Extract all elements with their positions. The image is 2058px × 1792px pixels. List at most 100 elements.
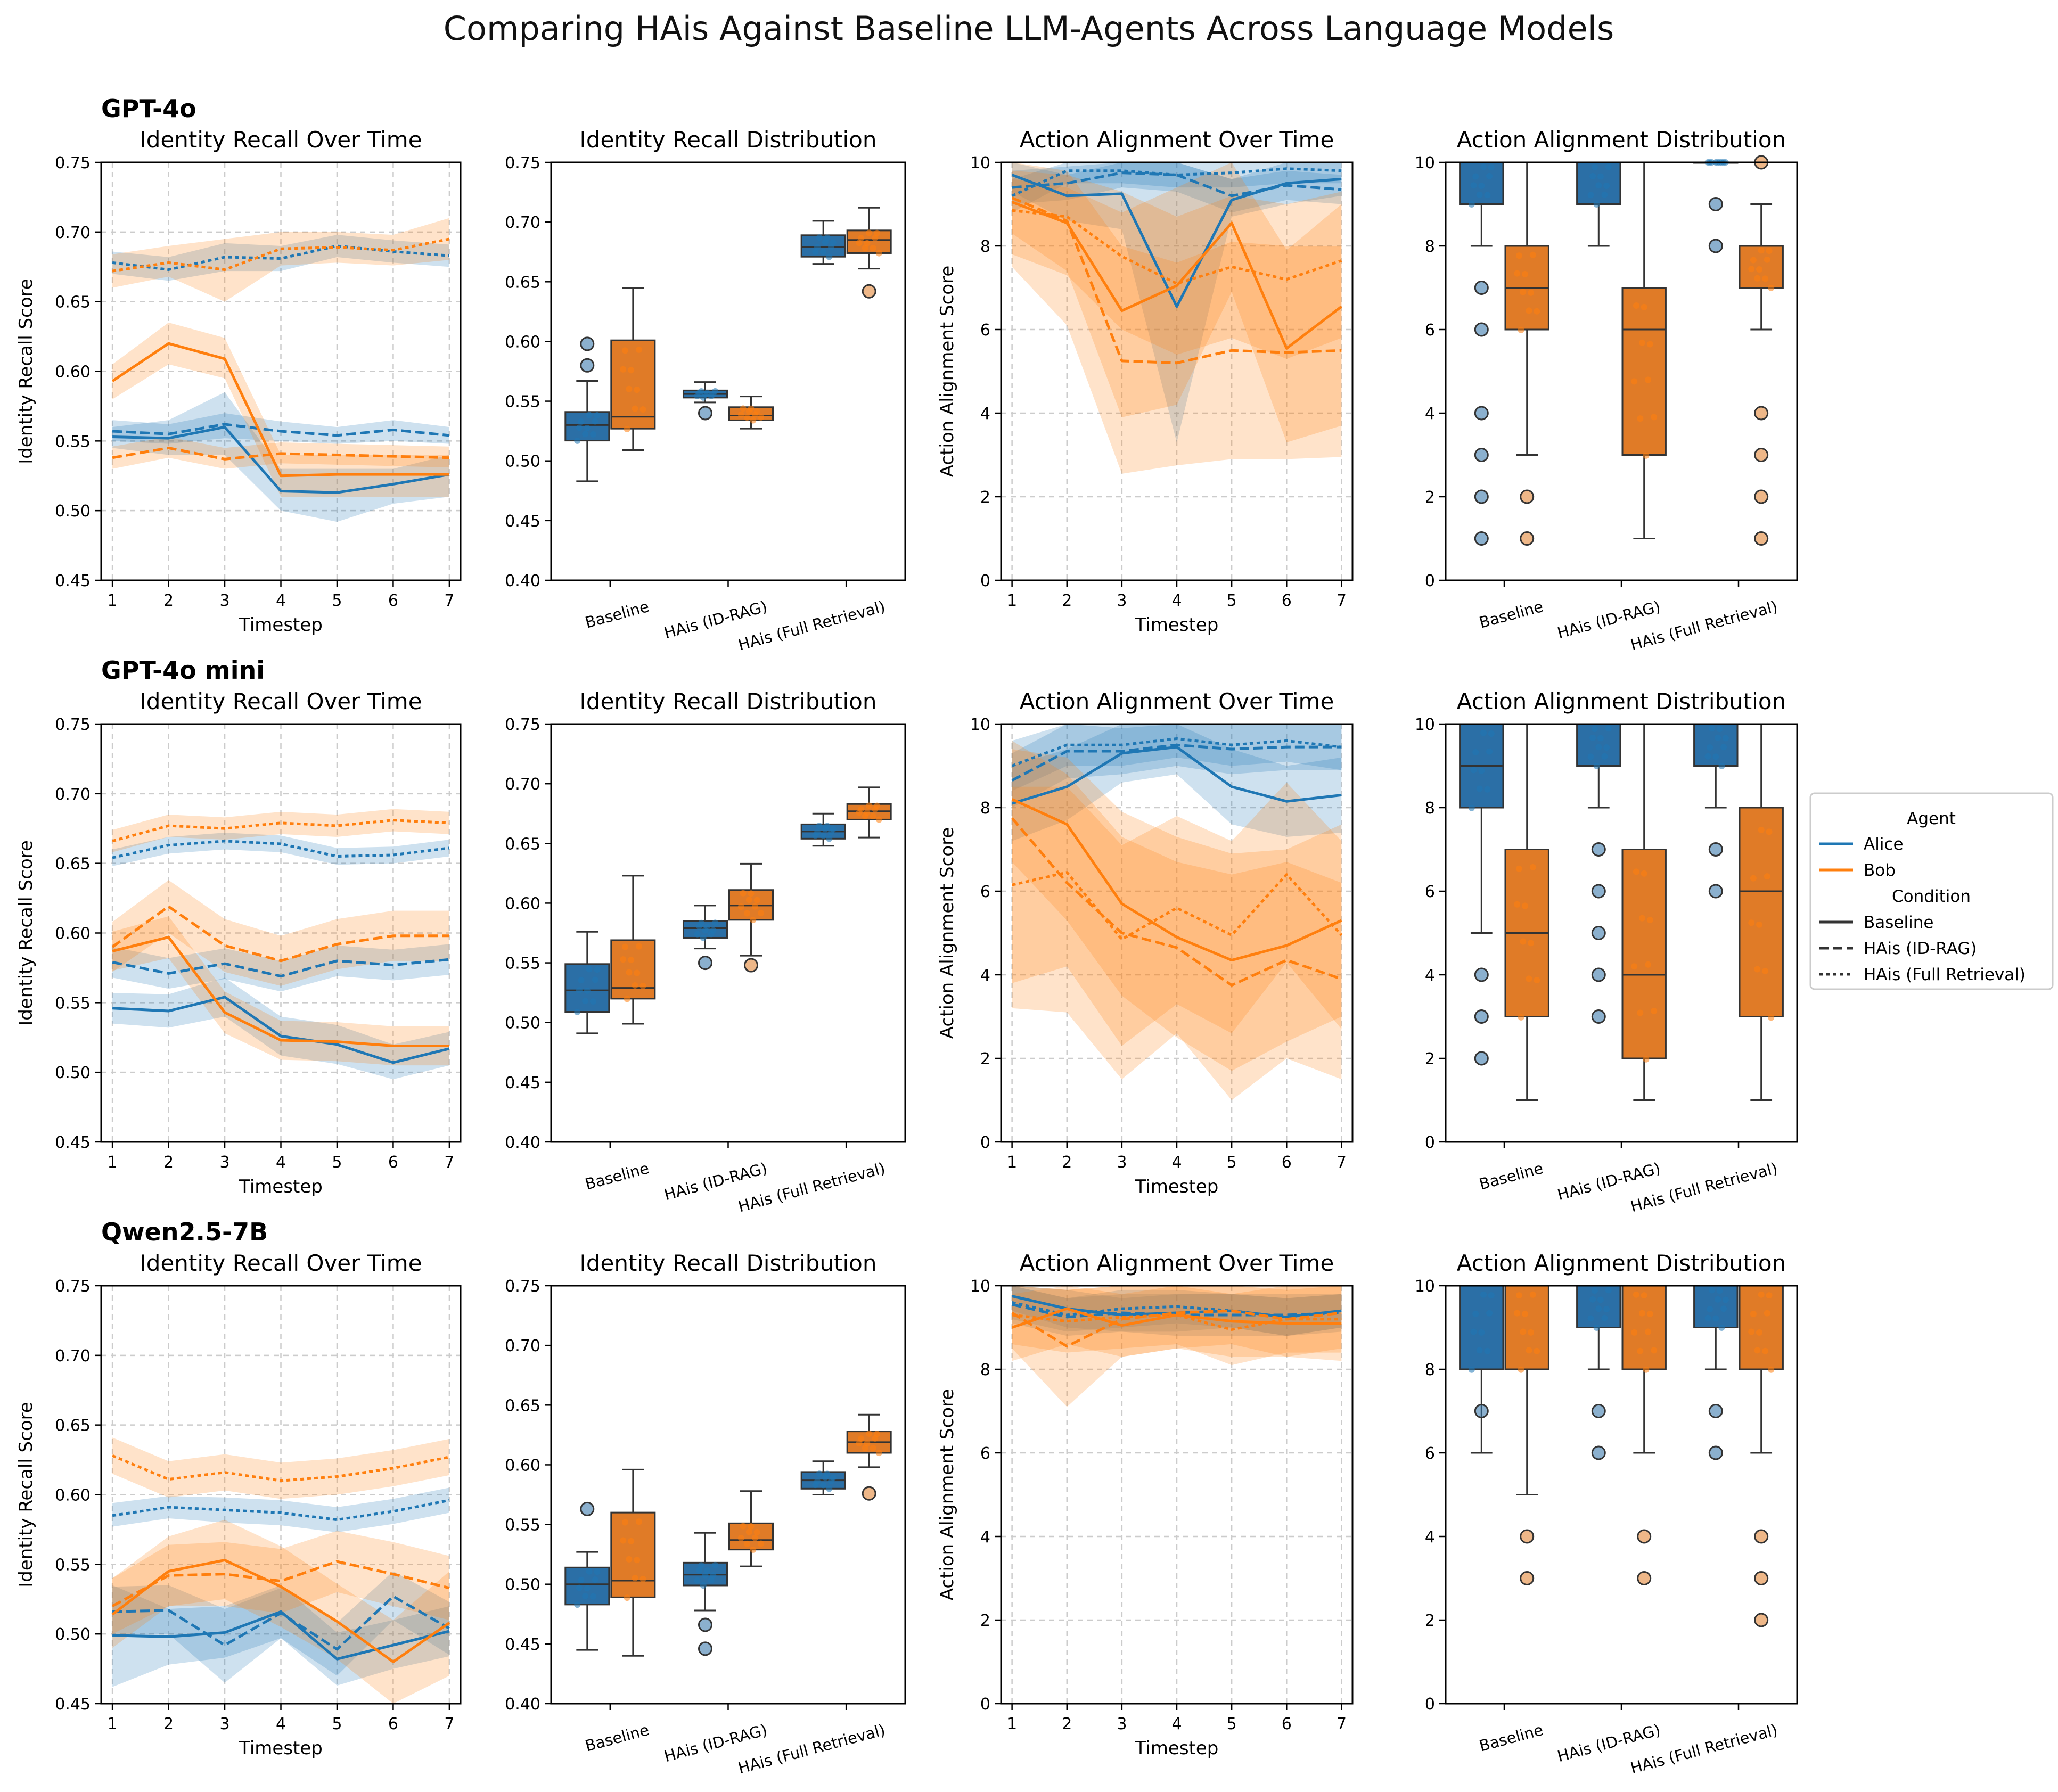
y-tick-label: 10 — [1415, 716, 1435, 734]
strip-point — [1768, 1366, 1775, 1373]
strip-point — [1718, 762, 1725, 769]
y-tick-label: 10 — [970, 154, 990, 172]
strip-point — [1748, 266, 1755, 273]
y-tick-label: 8 — [980, 799, 990, 818]
x-tick-label: 3 — [219, 1153, 229, 1172]
y-tick-label: 0 — [980, 1695, 990, 1714]
y-tick-label: 0.50 — [505, 453, 540, 471]
strip-point — [1534, 308, 1540, 315]
strip-point — [1589, 734, 1596, 741]
y-tick-label: 0.50 — [505, 1576, 540, 1594]
strip-point — [1518, 1014, 1524, 1021]
strip-point — [1646, 1311, 1653, 1318]
strip-point — [1758, 247, 1765, 254]
strip-point — [710, 1572, 717, 1579]
strip-point — [1529, 251, 1536, 258]
outlier-point — [1708, 197, 1723, 211]
strip-point — [748, 1523, 755, 1530]
ci-band-alice-hais-id-rag — [112, 1571, 449, 1683]
outlier-point — [1474, 322, 1489, 337]
y-tick-label: 2 — [1425, 488, 1435, 507]
box-hais-id-rag-bob — [1621, 1285, 1667, 1585]
strip-point — [1529, 1291, 1536, 1298]
series-line-alice-hais-id-rag — [1012, 171, 1342, 198]
strip-point — [758, 1540, 765, 1547]
strip-point — [1593, 201, 1600, 208]
y-tick-label: 0 — [980, 572, 990, 590]
box-hais-full-retrieval-bob — [846, 207, 892, 299]
y-tick-label: 0.70 — [55, 785, 91, 804]
strip-point — [1637, 1009, 1644, 1016]
strip-point — [586, 412, 593, 418]
axes-frame — [1000, 1285, 1354, 1705]
strip-point — [1766, 1292, 1773, 1299]
strip-point — [1518, 326, 1524, 333]
strip-point — [1484, 786, 1491, 793]
panel-title: Identity Recall Distribution — [580, 1250, 877, 1276]
strip-point — [1750, 257, 1757, 264]
box-iqr — [1739, 807, 1784, 1017]
outlier-point — [1708, 842, 1723, 857]
series-line-alice-hais-full-retrieval — [1011, 167, 1342, 198]
ci-band-bob-baseline — [1012, 162, 1342, 442]
box-baseline-bob — [1504, 1285, 1549, 1585]
box-hais-full-retrieval-alice — [800, 1460, 846, 1495]
panel-gpt-4o-mini-line-recall: Identity Recall Over Time 1 2 3 4 5 6 7 0.45 0.50… — [15, 688, 462, 1197]
y-tick-label: 2 — [980, 1612, 990, 1630]
outlier-point — [1591, 1404, 1606, 1418]
strip-point — [590, 998, 597, 1005]
series-line-bob-hais-full-retrieval — [112, 237, 450, 273]
strip-point — [576, 424, 583, 431]
strip-point — [1605, 725, 1612, 732]
x-tick-label: Baseline — [583, 597, 651, 632]
strip-point — [1589, 172, 1596, 179]
box-hais-id-rag-bob — [728, 862, 774, 973]
axes-frame — [1445, 161, 1798, 581]
strip-point — [582, 998, 589, 1005]
strip-point — [1722, 735, 1729, 742]
box-baseline-alice — [1459, 161, 1504, 546]
outlier-point — [1474, 1051, 1489, 1066]
strip-point — [698, 1562, 705, 1569]
strip-point — [621, 943, 628, 950]
series-line-alice-baseline — [112, 1610, 450, 1661]
panel-qwen2-5-7b-line-recall: Identity Recall Over Time 1 2 3 4 5 6 7 0.45 0.50… — [15, 1250, 462, 1759]
strip-point — [1514, 1310, 1521, 1317]
strip-point — [634, 1557, 641, 1564]
y-tick-label: 4 — [980, 405, 990, 423]
box-iqr — [610, 1511, 656, 1598]
strip-point — [1712, 753, 1719, 760]
y-tick-label: 0.45 — [505, 1074, 540, 1092]
strip-point — [1756, 921, 1762, 928]
panel-title: Action Alignment Over Time — [1020, 127, 1334, 153]
y-tick-label: 8 — [980, 1361, 990, 1379]
outlier-point — [1708, 1445, 1723, 1460]
strip-point — [1633, 1291, 1639, 1298]
y-tick-label: 0 — [1425, 572, 1435, 590]
x-tick-label: Baseline — [583, 1721, 651, 1755]
strip-point — [1605, 1287, 1612, 1294]
x-tick-label: 2 — [163, 591, 174, 610]
strip-point — [816, 1470, 823, 1477]
y-tick-label: 8 — [1425, 237, 1435, 256]
x-axis-label: Timestep — [239, 1738, 323, 1759]
strip-point — [748, 405, 755, 412]
series-line-bob-hais-id-rag — [112, 446, 449, 461]
strip-point — [1470, 182, 1477, 189]
y-tick-label: 0.55 — [55, 1556, 91, 1574]
row-gpt-4o-mini: GPT-4o mini Identity Recall Over Time 1 2 3 4… — [15, 656, 1798, 1215]
strip-point — [1641, 1292, 1647, 1299]
y-axis-label: Identity Recall Score — [15, 840, 37, 1026]
strip-point — [751, 1534, 758, 1541]
strip-point — [1520, 1328, 1527, 1335]
strip-point — [870, 1445, 876, 1452]
x-tick-label: 5 — [332, 1153, 342, 1172]
strip-point — [1722, 1296, 1729, 1303]
strip-point — [1486, 748, 1493, 755]
strip-point — [750, 417, 757, 424]
series-line-alice-hais-full-retrieval — [112, 244, 450, 271]
outlier-point — [1754, 1571, 1769, 1585]
strip-point — [1633, 302, 1639, 309]
panel-gpt-4o-mini-box-action: Action Alignment Distribution 0 2 4 6 8 10 Base… — [1415, 688, 1798, 1215]
series-line-bob-hais-full-retrieval — [1012, 209, 1342, 285]
